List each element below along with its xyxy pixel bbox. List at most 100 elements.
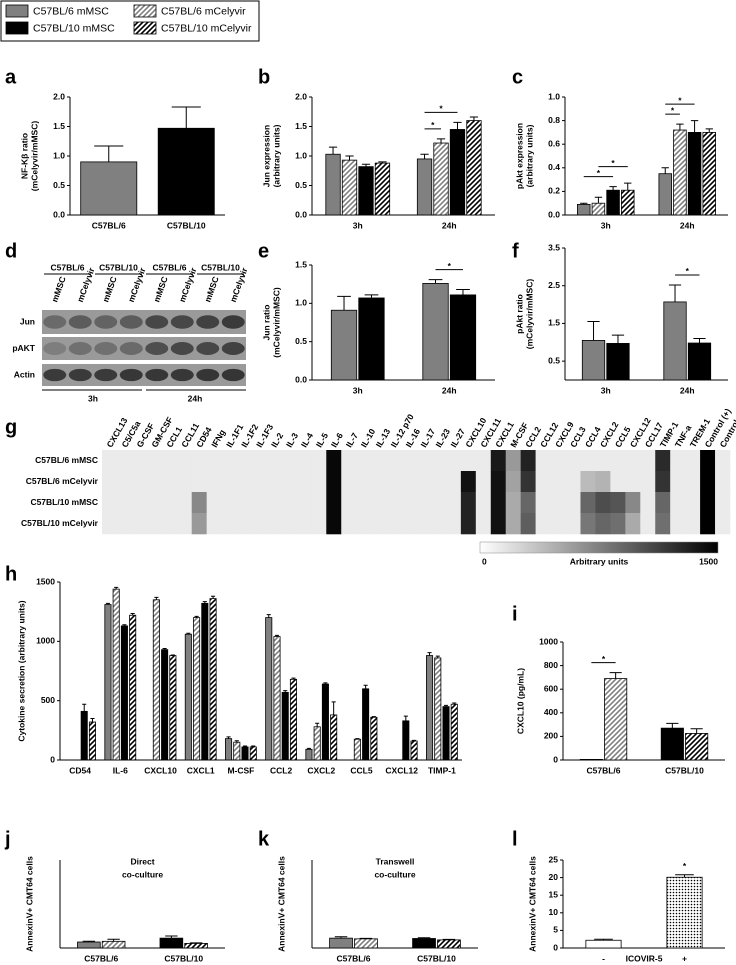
y-tick-label: 1500 — [36, 576, 55, 586]
bar — [184, 943, 208, 949]
bar — [193, 617, 201, 761]
x-tick-label: C57BL/10 — [167, 220, 206, 230]
heatmap-cell — [116, 492, 133, 514]
bar — [329, 937, 353, 949]
x-tick-label: TIMP-1 — [428, 765, 456, 775]
y-tick-label: 1.5 — [53, 121, 65, 131]
error-bar — [114, 586, 119, 590]
heatmap-cell — [236, 471, 252, 493]
heatmap-cell — [565, 450, 581, 472]
heatmap-cell — [296, 450, 312, 472]
bar — [129, 614, 137, 761]
x-tick-label: CD54 — [69, 765, 91, 775]
bar — [660, 727, 684, 761]
heatmap-cell — [326, 471, 342, 493]
y-axis-label: Jun ratio — [261, 305, 271, 341]
heatmap-cell — [535, 450, 551, 472]
blot-strip — [42, 337, 246, 360]
y-tick-label: 600 — [544, 683, 558, 693]
bar — [330, 309, 358, 381]
error-bar — [452, 702, 457, 705]
blot-lane-label: mMSC — [49, 275, 67, 303]
y-tick-label: 0.5 — [53, 180, 65, 190]
heatmap-cell — [445, 492, 462, 514]
y-tick-label: 2.0 — [295, 91, 307, 101]
heatmap-cell — [221, 471, 237, 493]
heatmap-cell — [490, 471, 507, 493]
bar — [101, 940, 126, 949]
heatmap-cell — [341, 513, 357, 535]
heatmap-cell — [206, 492, 222, 514]
error-bar — [453, 121, 462, 130]
bar — [658, 173, 672, 216]
y-axis-label: Jun expression — [261, 125, 271, 187]
error-bar — [165, 935, 178, 939]
heatmap-cell — [146, 450, 163, 472]
significance-label: * — [678, 95, 682, 105]
heatmap-cell — [221, 450, 237, 472]
x-tick-label: CXCL2 — [307, 765, 335, 775]
bar — [434, 657, 442, 761]
bar — [673, 129, 687, 216]
panel-label: h — [5, 563, 17, 585]
y-tick-label: 15 — [549, 889, 559, 899]
y-axis-label: (mCelyvir/mMSC) — [271, 287, 281, 358]
bar — [169, 655, 177, 761]
error-bar — [594, 196, 603, 204]
blot-lane-label: mMSC — [100, 275, 118, 303]
heatmap-cell — [221, 492, 237, 514]
error-bar — [594, 938, 613, 941]
x-tick-label: C57BL/10 — [665, 765, 704, 775]
heatmap-cell — [371, 471, 387, 493]
heatmap-cell — [475, 492, 492, 514]
heatmap-cell — [460, 492, 477, 514]
heatmap-cell — [371, 513, 387, 535]
y-tick-label: 1.0 — [295, 150, 307, 160]
y-tick-label: 0.2 — [548, 186, 560, 196]
heatmap-cell — [311, 471, 327, 493]
heatmap-cell — [460, 450, 477, 472]
bar — [585, 939, 622, 949]
heatmap-cell — [221, 513, 237, 535]
heatmap-cell — [655, 450, 671, 472]
blot-band — [68, 315, 92, 329]
heatmap-cell — [176, 450, 193, 472]
error-bar — [82, 703, 87, 712]
error-bar — [162, 647, 167, 650]
heatmap-cell — [102, 492, 118, 514]
heatmap-cell — [460, 471, 477, 493]
heatmap-cell — [131, 492, 148, 514]
heatmap-cell — [131, 450, 148, 472]
error-bar — [587, 321, 600, 341]
heatmap-cell — [430, 513, 447, 535]
y-tick-label: 0.0 — [53, 209, 65, 219]
error-bar — [189, 942, 203, 944]
heatmap-cell — [580, 471, 596, 493]
heatmap-cell — [356, 492, 372, 514]
error-bar — [226, 736, 231, 739]
significance-label: * — [602, 654, 606, 664]
legend-swatch — [133, 4, 157, 18]
blot-band — [170, 315, 194, 329]
heatmap-cell — [625, 492, 641, 514]
heatmap-cell — [430, 492, 447, 514]
error-bar — [345, 155, 354, 161]
blot-time-label: 3h — [88, 393, 98, 403]
y-tick-label: 1.5 — [295, 121, 307, 131]
heatmap-cell — [416, 471, 432, 493]
bar — [77, 941, 101, 949]
bar — [412, 938, 436, 949]
heatmap-cell — [416, 513, 432, 535]
colorbar — [479, 541, 719, 554]
bar — [374, 162, 391, 216]
heatmap-cell — [565, 513, 581, 535]
heatmap-cell — [102, 450, 118, 472]
heatmap-cell — [236, 513, 252, 535]
error-bar — [323, 682, 328, 685]
blot-band — [196, 342, 220, 355]
heatmap-cell — [700, 450, 716, 472]
heatmap-cell — [176, 513, 193, 535]
heatmap-cell — [505, 471, 521, 493]
heatmap-cell — [595, 471, 611, 493]
heatmap-cell — [490, 492, 507, 514]
